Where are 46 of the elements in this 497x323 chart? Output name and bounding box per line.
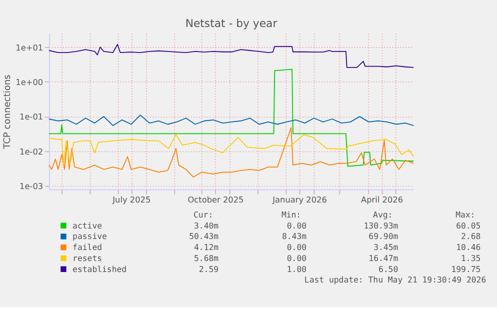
y-axis-title: TCP connections (3, 74, 14, 150)
y-tick-label: 1e-01 (20, 112, 44, 122)
chart-title: Netstat - by year (185, 16, 278, 30)
text: 1.35 (461, 252, 481, 263)
legend-label: passive (72, 231, 108, 242)
text: 199.75 (451, 264, 481, 274)
text: Avg: (373, 209, 393, 220)
x-tick-label: July 2025 (112, 194, 151, 204)
text: 0.00 (286, 252, 307, 263)
text: 3.40m (194, 220, 219, 230)
legend-label: established (72, 264, 127, 274)
text: 1.00 (286, 264, 307, 274)
line-series (48, 134, 414, 166)
legend-label: resets (72, 252, 102, 263)
x-tick-label: April 2026 (361, 194, 404, 204)
text: Min: (281, 209, 302, 220)
text: 130.93m (364, 220, 398, 230)
y-tick-label: 1e+00 (16, 77, 44, 88)
text: 0.00 (286, 220, 307, 230)
legend-label: failed (72, 242, 102, 252)
text: 3.45m (374, 242, 398, 252)
y-tick-label: 1e-02 (20, 146, 44, 156)
text: 10.46 (456, 242, 481, 252)
line-series (48, 127, 414, 178)
line-series (48, 114, 414, 126)
text: 60.05 (456, 220, 481, 230)
text: 2.59 (198, 264, 219, 274)
text: 6.50 (378, 264, 398, 274)
line-series (48, 44, 414, 68)
text: Max: (456, 209, 476, 220)
text: 2.68 (461, 231, 481, 242)
text: 5.68m (194, 252, 219, 263)
line-series (48, 68, 414, 167)
legend-label: active (72, 220, 102, 230)
y-tick-label: 1e+01 (16, 42, 44, 52)
text: Cur: (193, 209, 214, 220)
x-tick-label: October 2025 (188, 194, 244, 204)
text: Last update: Thu May 21 19:30:49 2026 (304, 274, 486, 285)
text: 69.90m (368, 231, 398, 242)
y-tick-label: 1e-03 (20, 181, 44, 192)
text: 4.12m (194, 242, 219, 252)
text: 8.43m (282, 231, 307, 242)
text: 16.47m (368, 252, 398, 263)
x-tick-label: January 2026 (272, 194, 327, 204)
text: 0.00 (286, 242, 307, 252)
text: 50.43m (189, 231, 219, 242)
